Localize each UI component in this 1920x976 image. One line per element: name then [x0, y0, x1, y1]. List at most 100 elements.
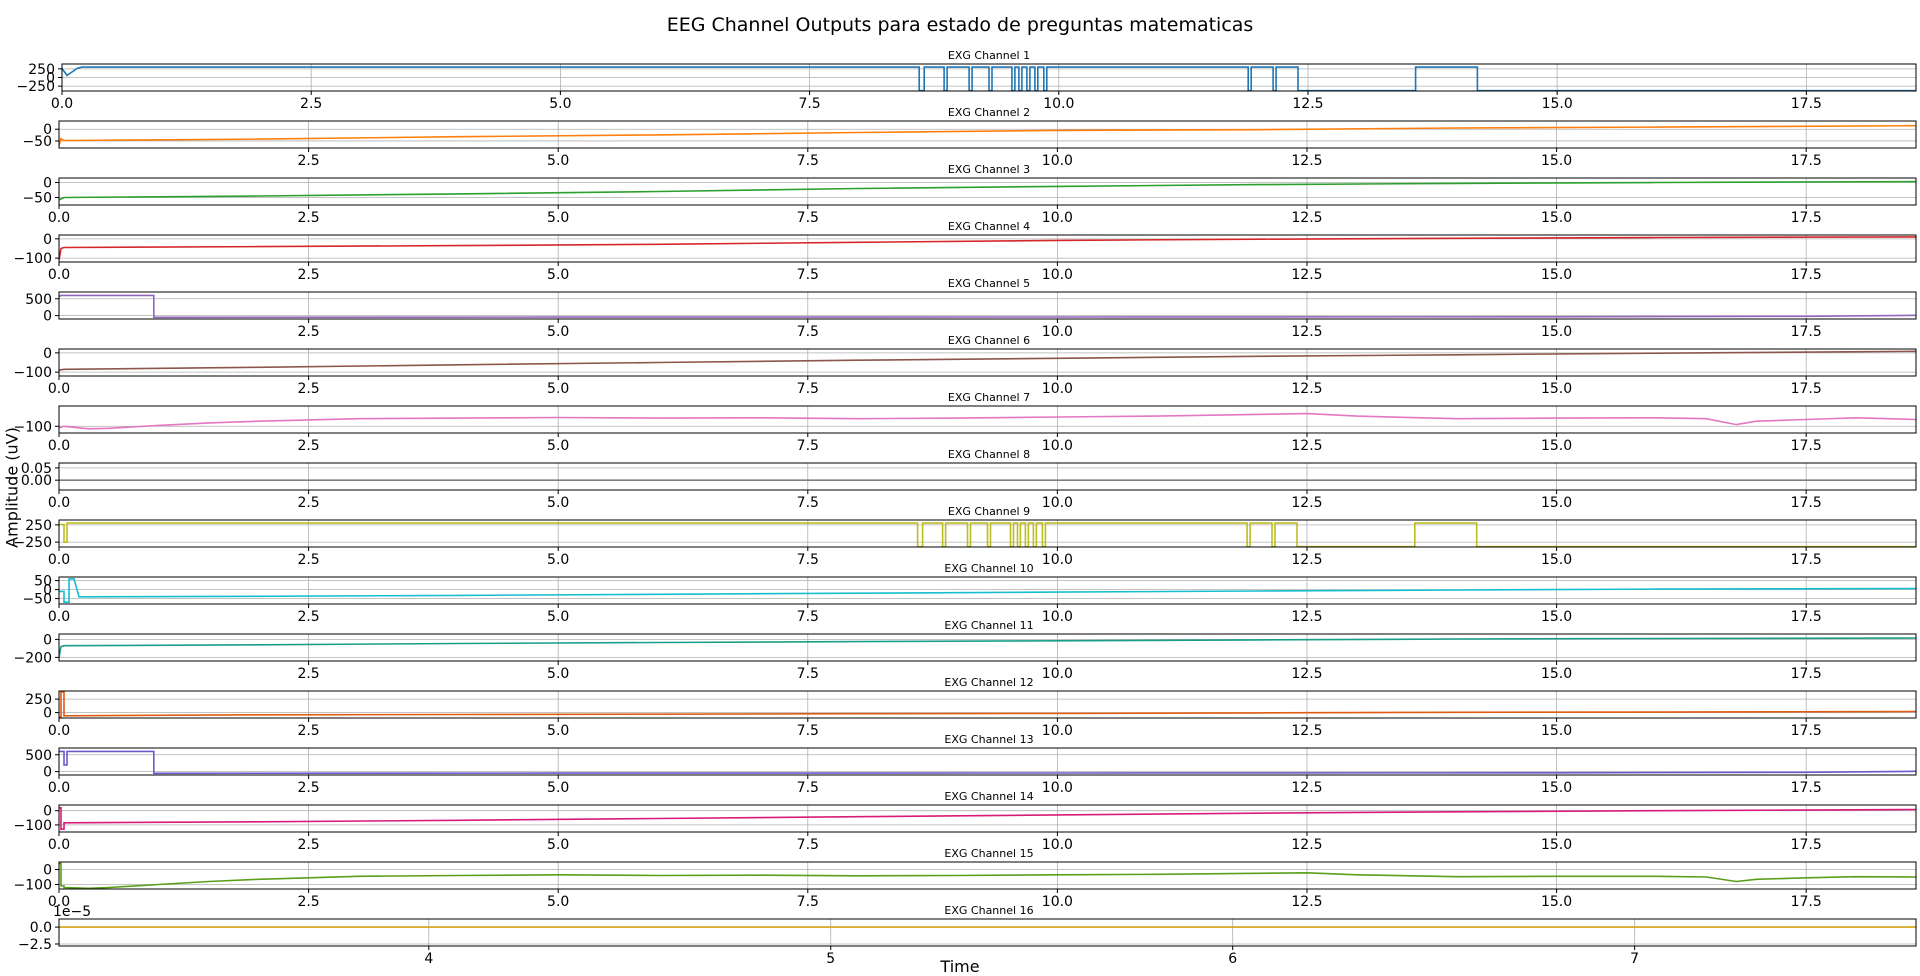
channel-11-xtick-label: 2.5 [297, 666, 319, 682]
channel-11-title: EXG Channel 11 [944, 619, 1033, 632]
channel-9-xtick-label: 7.5 [797, 552, 819, 568]
channel-7-frame [58, 405, 1917, 434]
channel-15-frame [58, 861, 1917, 890]
channel-11-ytick-label: −200 [14, 650, 52, 666]
channel-12-ytick-label: 0 [43, 706, 52, 722]
channel-13-series-line [59, 750, 1916, 775]
channel-2-xtick-label: 12.5 [1291, 153, 1322, 169]
channel-15-xtick-label: 2.5 [297, 894, 319, 910]
channel-14-xtick-label: 15.0 [1541, 837, 1572, 853]
channel-2-xtick-label: 17.5 [1791, 153, 1822, 169]
channel-5-frame [58, 291, 1917, 320]
channel-12-ytick-label: 250 [25, 692, 52, 708]
channel-9-xtick-label: 12.5 [1291, 552, 1322, 568]
channel-8-ytick-label: 0.05 [21, 461, 52, 477]
channel-12-xtick-label: 10.0 [1042, 723, 1073, 739]
channel-1-xtick-label: 5.0 [549, 96, 571, 112]
channel-10-xtick-label: 10.0 [1042, 609, 1073, 625]
figure-x-axis-label: Time [940, 957, 980, 976]
channel-15-ytick-label: 0 [43, 863, 52, 879]
channel-16-xtick-label: 6 [1228, 951, 1237, 967]
channel-3-ytick-label: −50 [22, 191, 52, 207]
channel-1-xtick-label: 17.5 [1791, 96, 1822, 112]
channel-6-xtick-label: 10.0 [1042, 381, 1073, 397]
channel-2-xtick-label: 15.0 [1541, 153, 1572, 169]
channel-5-xtick-label: 12.5 [1291, 324, 1322, 340]
channel-9-series-line [59, 522, 1916, 547]
channel-7-xtick-label: 17.5 [1791, 438, 1822, 454]
channel-4-title: EXG Channel 4 [948, 220, 1030, 233]
channel-10-xtick-label: 17.5 [1791, 609, 1822, 625]
channel-10-panel: EXG Channel 10 0.0 2.5 5.0 7.5 10.0 12.5 15.0 17… [22, 562, 1917, 625]
channel-15-panel: EXG Channel 15 0.0 2.5 5.0 7.5 10.0 12.5 15.0 17… [14, 847, 1917, 910]
channel-3-xtick-label: 12.5 [1291, 210, 1322, 226]
channel-5-ytick-label: 500 [25, 292, 52, 308]
channel-13-xtick-label: 15.0 [1541, 780, 1572, 796]
channel-14-xtick-label: 5.0 [547, 837, 569, 853]
channel-15-title: EXG Channel 15 [944, 847, 1033, 860]
channel-15-xtick-label: 10.0 [1042, 894, 1073, 910]
channel-1-xtick-label: 2.5 [300, 96, 322, 112]
channel-11-xtick-label: 15.0 [1541, 666, 1572, 682]
channel-1-title: EXG Channel 1 [948, 49, 1030, 62]
channel-3-series-line [59, 180, 1916, 201]
channel-6-xtick-label: 7.5 [797, 381, 819, 397]
channel-10-ytick-label: −50 [22, 592, 52, 608]
channel-1-xtick-label: 7.5 [798, 96, 820, 112]
channel-9-title: EXG Channel 9 [948, 505, 1030, 518]
channel-9-xtick-label: 2.5 [297, 552, 319, 568]
channel-4-xtick-label: 17.5 [1791, 267, 1822, 283]
channel-12-xtick-label: 2.5 [297, 723, 319, 739]
channel-3-ytick-label: 0 [43, 176, 52, 192]
channel-2-xtick-label: 5.0 [547, 153, 569, 169]
channel-14-xtick-label: 2.5 [297, 837, 319, 853]
channel-3-panel: EXG Channel 3 0.0 2.5 5.0 7.5 10.0 12.5 15.0 17.… [22, 163, 1917, 226]
channel-13-xtick-label: 17.5 [1791, 780, 1822, 796]
channel-10-xtick-label: 2.5 [297, 609, 319, 625]
channel-6-xtick-label: 15.0 [1541, 381, 1572, 397]
channel-10-xtick-label: 12.5 [1291, 609, 1322, 625]
channel-3-xtick-label: 10.0 [1042, 210, 1073, 226]
channel-6-xtick-label: 17.5 [1791, 381, 1822, 397]
channel-10-title: EXG Channel 10 [944, 562, 1033, 575]
channel-11-xtick-label: 10.0 [1042, 666, 1073, 682]
channel-15-ytick-label: −100 [14, 878, 52, 894]
channel-3-xtick-label: 15.0 [1541, 210, 1572, 226]
channel-3-xtick-label: 17.5 [1791, 210, 1822, 226]
channel-7-ytick-label: −100 [14, 419, 52, 435]
channel-12-panel: EXG Channel 12 0.0 2.5 5.0 7.5 10.0 12.5 15.0 17… [25, 676, 1917, 739]
channel-4-xtick-label: 12.5 [1291, 267, 1322, 283]
channel-11-xtick-label: 17.5 [1791, 666, 1822, 682]
channel-10-xtick-label: 7.5 [797, 609, 819, 625]
channel-9-xtick-label: 10.0 [1042, 552, 1073, 568]
channel-6-xtick-label: 0.0 [48, 381, 70, 397]
channel-11-frame [58, 633, 1917, 662]
channel-12-xtick-label: 0.0 [48, 723, 70, 739]
channel-4-xtick-label: 0.0 [48, 267, 70, 283]
channel-1-series-line [62, 66, 1916, 91]
channel-13-xtick-label: 2.5 [297, 780, 319, 796]
channel-10-series-line [59, 577, 1916, 604]
channel-8-xtick-label: 17.5 [1791, 495, 1822, 511]
channel-4-xtick-label: 7.5 [797, 267, 819, 283]
figure-title: EEG Channel Outputs para estado de pregu… [666, 14, 1254, 36]
channel-12-xtick-label: 15.0 [1541, 723, 1572, 739]
channel-8-xtick-label: 5.0 [547, 495, 569, 511]
channel-10-xtick-label: 15.0 [1541, 609, 1572, 625]
channel-14-title: EXG Channel 14 [944, 790, 1033, 803]
channel-16-ytick-label: 0.0 [30, 920, 52, 936]
channel-7-panel: EXG Channel 7 0.0 2.5 5.0 7.5 10.0 12.5 15.0 17.… [14, 391, 1917, 454]
channel-14-xtick-label: 12.5 [1291, 837, 1322, 853]
channel-1-ytick-label: −250 [17, 79, 55, 95]
channel-4-series-line [59, 236, 1916, 261]
channel-10-frame [58, 576, 1917, 605]
channel-15-xtick-label: 17.5 [1791, 894, 1822, 910]
channel-16-xtick-label: 7 [1630, 951, 1639, 967]
channel-13-xtick-label: 7.5 [797, 780, 819, 796]
channel-2-title: EXG Channel 2 [948, 106, 1030, 119]
channel-6-xtick-label: 12.5 [1291, 381, 1322, 397]
channel-2-xtick-label: 2.5 [297, 153, 319, 169]
channel-9-xtick-label: 17.5 [1791, 552, 1822, 568]
channel-10-ytick-label: 50 [34, 574, 52, 590]
channel-4-xtick-label: 5.0 [547, 267, 569, 283]
